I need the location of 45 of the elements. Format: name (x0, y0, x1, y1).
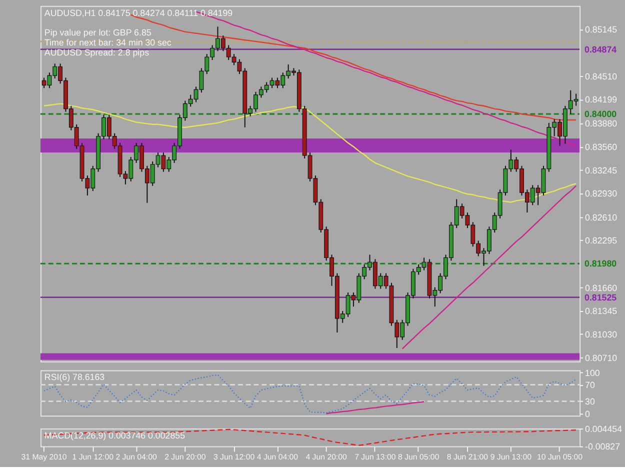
x-tick-label: 8 Jun 21:00 (446, 452, 489, 462)
annotation: Pip value per lot: GBP 6.85 (44, 28, 152, 38)
x-tick-label: 7 Jun 13:00 (354, 452, 396, 462)
y-tick-label: 0.83880 (585, 118, 618, 128)
x-tick-label: 2 Jun 20:00 (164, 452, 206, 462)
y-tick-label: 0.82295 (585, 236, 618, 246)
ref-line-label: 0.81525 (584, 292, 617, 302)
y-tick-label: 0.004454 (585, 424, 622, 434)
y-tick-label: 0.82610 (585, 212, 618, 222)
x-tick-label: 8 Jun 05:00 (398, 452, 440, 462)
ref-line-label: 0.84000 (584, 108, 617, 119)
annotation: AUDUSD Spread: 2.8 pips (44, 47, 150, 58)
x-tick-label: 2 Jun 04:00 (116, 452, 158, 462)
y-tick-label: 0.84199 (585, 94, 618, 105)
line-series (43, 428, 577, 446)
annotation: Time for next bar: 34 min 30 sec (44, 37, 172, 48)
x-tick-label: 31 May 2010 (21, 452, 68, 462)
y-tick-label: 70 (585, 380, 595, 390)
ref-line-label: 0.84874 (584, 44, 617, 54)
ref-line-label: 0.81980 (584, 258, 617, 269)
chart-title: AUDUSD,H1 0.84175 0.84274 0.84111 0.84199 (44, 8, 233, 18)
y-tick-label: 0.81030 (585, 329, 618, 340)
y-tick-label: 0.80710 (585, 353, 618, 364)
y-tick-label: 0.81345 (585, 306, 618, 316)
y-tick-label: 0.83560 (585, 142, 618, 152)
line-series (43, 374, 577, 414)
y-tick-label: 30 (585, 396, 595, 407)
y-tick-label: 0 (585, 409, 590, 420)
x-tick-label: 9 Jun 13:00 (490, 452, 532, 462)
x-tick-label: 1 Jun 12:00 (72, 452, 114, 462)
chart-title: MACD(12,26,9) 0.003746 0.002855 (44, 430, 186, 440)
y-tick-label: 100 (585, 368, 600, 378)
y-tick-label: 0.84510 (585, 72, 618, 82)
y-tick-label: 0.81660 (585, 282, 618, 293)
y-tick-label: 0.83245 (585, 165, 618, 176)
x-tick-label: 4 Jun 04:00 (256, 452, 299, 462)
line-series (402, 185, 577, 350)
y-tick-label: 0.85145 (585, 24, 618, 35)
chart-title: RSI(6) 78.6163 (44, 372, 105, 382)
line-series (326, 401, 425, 414)
y-tick-label: 0.82930 (585, 188, 618, 199)
y-tick-label: -0.00827 (585, 442, 620, 452)
x-tick-label: 4 Jun 20:00 (306, 452, 348, 462)
x-tick-label: 3 Jun 12:00 (213, 452, 256, 462)
x-tick-label: 10 Jun 05:00 (536, 452, 584, 462)
